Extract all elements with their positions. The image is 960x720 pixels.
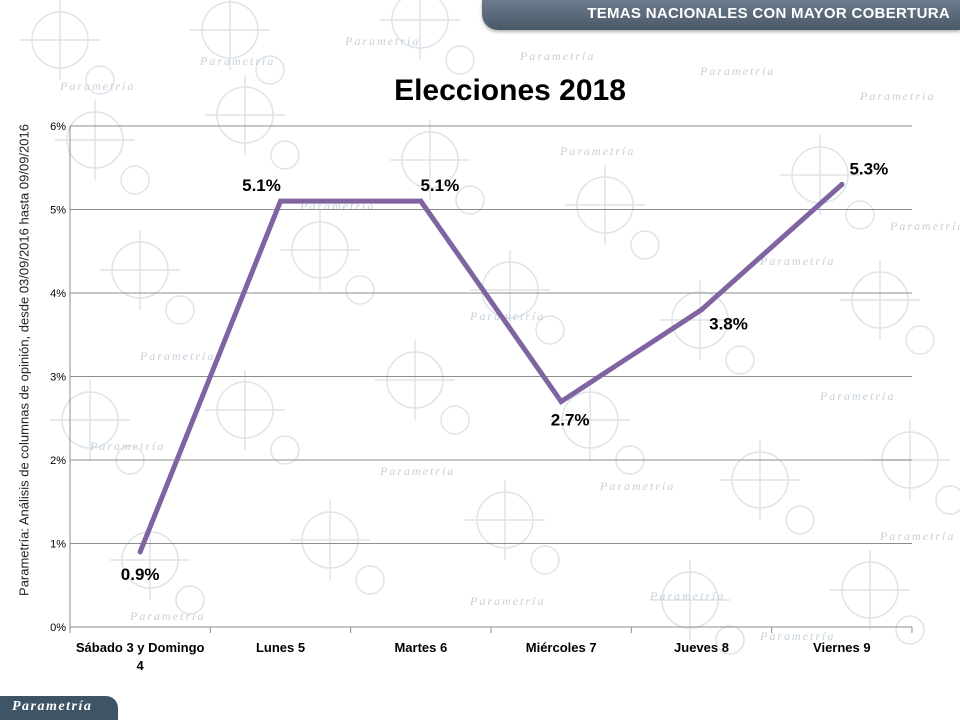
watermark-text: Parametría [889, 219, 960, 233]
watermark-text: Parametría [59, 79, 135, 93]
data-label: 2.7% [551, 411, 590, 430]
watermark-text: Parametría [879, 529, 955, 543]
data-label: 5.3% [849, 159, 888, 178]
header-banner: TEMAS NACIONALES CON MAYOR COBERTURA [482, 0, 960, 30]
x-tick-label: Martes 6 [394, 640, 447, 655]
data-label: 0.9% [121, 565, 160, 584]
watermark-text: Parametría [469, 309, 545, 323]
watermark-text: Parametría [819, 389, 895, 403]
watermark-text: Parametría [129, 609, 205, 623]
logo-text: Parametría [12, 699, 93, 714]
y-tick-label: 6% [50, 121, 66, 133]
y-tick-label: 4% [50, 288, 66, 300]
data-label: 5.1% [420, 176, 459, 195]
watermark-text: Parametría [699, 64, 775, 78]
y-tick-label: 5% [50, 205, 66, 217]
watermark-text: Parametría [649, 589, 725, 603]
parametria-logo: Parametría [0, 696, 118, 720]
watermark-text: Parametría [89, 439, 165, 453]
x-tick-label: Viernes 9 [813, 640, 871, 655]
series-line [137, 181, 845, 555]
watermark-text: Parametría [199, 54, 275, 68]
data-label: 5.1% [242, 176, 281, 195]
data-point [699, 307, 704, 313]
x-tick-label: Lunes 5 [256, 640, 305, 655]
x-tick-label: Sábado 3 y Domingo 4 [76, 640, 205, 673]
watermark-text: Parametría [519, 49, 595, 63]
data-label: 3.8% [709, 315, 748, 334]
y-tick-label: 2% [50, 455, 66, 467]
watermark-text: Parametría [379, 464, 455, 478]
watermark-text: Parametría [469, 594, 545, 608]
watermark-text: Parametría [139, 349, 215, 363]
data-point [418, 198, 424, 204]
x-tick-label: Jueves 8 [674, 640, 729, 655]
data-point [839, 181, 845, 187]
watermark-text: Parametría [759, 629, 835, 643]
data-point [137, 549, 143, 555]
watermark-text: Parametría [344, 34, 420, 48]
watermark-text: Parametría [759, 254, 835, 268]
y-tick-label: 3% [50, 372, 66, 384]
chart-title: Elecciones 2018 [394, 74, 626, 107]
header-title: TEMAS NACIONALES CON MAYOR COBERTURA [587, 5, 950, 22]
watermark-text: Parametría [599, 479, 675, 493]
data-point [558, 399, 564, 405]
y-tick-label: 0% [50, 622, 66, 634]
y-tick-label: 1% [50, 539, 66, 551]
x-tick-label: Miércoles 7 [526, 640, 597, 655]
watermark-text: Parametría [859, 89, 935, 103]
data-point [278, 198, 283, 204]
watermark-text: Parametría [559, 144, 635, 158]
